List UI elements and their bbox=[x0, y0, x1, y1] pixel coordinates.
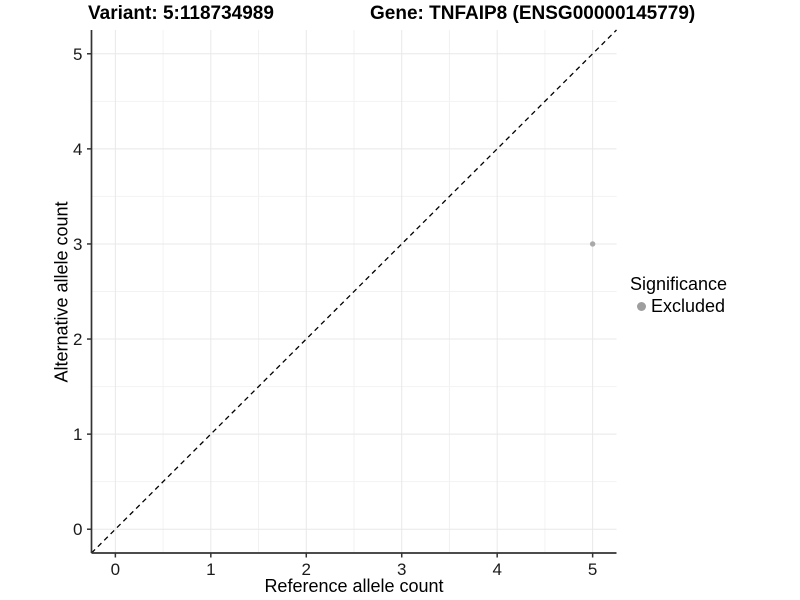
y-tick-label: 0 bbox=[73, 520, 82, 539]
data-point bbox=[589, 241, 596, 247]
plot-title-gene: Gene: TNFAIP8 (ENSG00000145779) bbox=[370, 3, 696, 24]
legend: Significance Excluded bbox=[630, 274, 727, 317]
x-tick-label: 0 bbox=[111, 560, 120, 579]
legend-item-excluded: Excluded bbox=[630, 296, 727, 317]
legend-point-icon bbox=[637, 302, 646, 311]
identity-dashed-line bbox=[91, 29, 617, 554]
x-tick-label: 3 bbox=[397, 560, 406, 579]
x-tick-label: 4 bbox=[492, 560, 501, 579]
x-tick-label: 5 bbox=[588, 560, 597, 579]
y-tick-label: 3 bbox=[73, 235, 82, 254]
y-axis-title: Alternative allele count bbox=[51, 201, 72, 383]
y-tick-label: 2 bbox=[73, 330, 82, 349]
x-tick-label: 1 bbox=[206, 560, 215, 579]
x-axis-title: Reference allele count bbox=[264, 576, 444, 596]
y-tick-label: 4 bbox=[73, 140, 82, 159]
y-tick-label: 1 bbox=[73, 425, 82, 444]
plot-title-variant: Variant: 5:118734989 bbox=[88, 3, 274, 24]
y-tick-label: 5 bbox=[73, 45, 82, 64]
x-tick-label: 2 bbox=[302, 560, 311, 579]
legend-title: Significance bbox=[630, 274, 728, 294]
legend-item-label: Excluded bbox=[651, 296, 726, 316]
